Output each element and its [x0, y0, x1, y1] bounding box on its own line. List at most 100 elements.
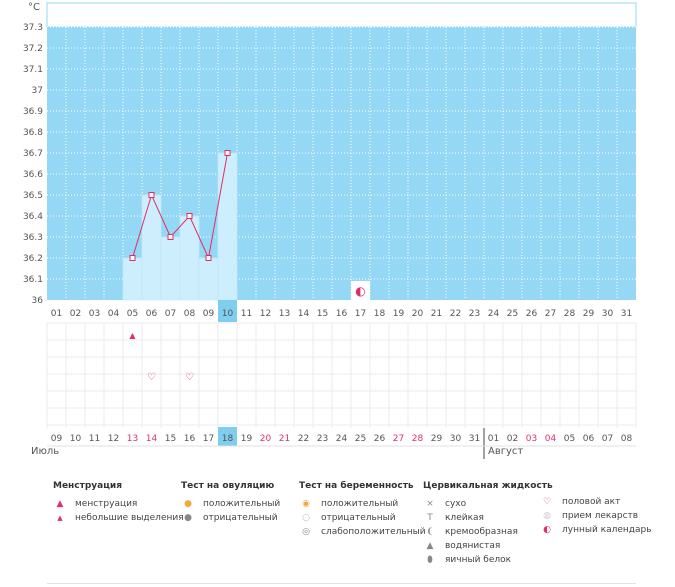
y-tick-label: 36.3: [23, 233, 43, 243]
date-label: 31: [469, 434, 480, 444]
cycle-day-label: 16: [336, 309, 348, 319]
legend-item-dry: × сухо: [423, 497, 553, 511]
bottom-divider: [47, 583, 636, 584]
cycle-day-label: 15: [317, 309, 328, 319]
legend-title-cervical: Цервикальная жидкость: [423, 481, 553, 491]
cycle-day-label: 31: [621, 309, 632, 319]
date-label: 16: [184, 434, 196, 444]
date-label: 17: [203, 434, 214, 444]
date-label: 27: [393, 434, 404, 444]
y-tick-label: 37: [32, 86, 43, 96]
legend-item-ovulation-negative: ● отрицательный: [181, 511, 280, 525]
date-label: 11: [89, 434, 100, 444]
y-tick-label: 36.9: [23, 107, 43, 117]
temperature-bar: [217, 152, 238, 301]
plot-top-area: [46, 2, 637, 28]
y-tick-label: 37.3: [23, 23, 43, 33]
cycle-day-label: 07: [165, 309, 176, 319]
legend-item-intercourse: ♡ половой акт: [540, 495, 652, 509]
date-label: 21: [279, 434, 290, 444]
y-tick-label: 36.6: [23, 170, 43, 180]
legend-item-watery: ▲ водянистая: [423, 539, 553, 553]
unit-label: °C: [28, 2, 40, 13]
legend-item-pregnancy-weak: ◎ слабоположительный: [299, 525, 426, 539]
date-label: 24: [336, 434, 348, 444]
cycle-day-label: 27: [545, 309, 556, 319]
date-label: 26: [374, 434, 386, 444]
date-label: 22: [298, 434, 309, 444]
circle-orange-icon: ●: [184, 499, 192, 509]
cycle-day-label: 22: [450, 309, 461, 319]
date-label: 14: [146, 434, 158, 444]
legend-item-menstruation: ▲ менструация: [53, 497, 184, 511]
temperature-bar: [122, 257, 143, 301]
date-label: 13: [127, 434, 138, 444]
temperature-point: [186, 213, 193, 219]
temperature-point: [205, 255, 212, 261]
cycle-day-label: 30: [602, 309, 614, 319]
y-tick-label: 37.1: [23, 65, 43, 75]
test-weak-icon: ◎: [302, 527, 310, 537]
cycle-day-label: 10: [222, 309, 234, 319]
legend-title-pregnancy: Тест на беременность: [299, 481, 414, 491]
cycle-day-label: 21: [431, 309, 442, 319]
date-label: 28: [412, 434, 424, 444]
date-label: 09: [51, 434, 63, 444]
month-label-july: Июль: [31, 446, 60, 457]
cycle-day-label: 18: [374, 309, 386, 319]
cycle-day-label: 26: [526, 309, 538, 319]
menstruation-drop-icon: ▲: [129, 331, 136, 340]
legend-item-moon: ◐ лунный календарь: [540, 523, 651, 537]
temperature-point: [129, 255, 136, 261]
drop-large-icon: ▲: [56, 499, 64, 509]
cycle-day-label: 24: [488, 309, 500, 319]
legend-item-pregnancy-positive: ◉ положительный: [299, 497, 426, 511]
cycle-day-label: 03: [89, 309, 100, 319]
y-tick-label: 36.1: [23, 275, 43, 285]
date-label: 19: [241, 434, 253, 444]
date-label: 04: [545, 434, 557, 444]
legend-other: ♡ половой акт ◍ прием лекарств ◐ лунный кал…: [540, 495, 652, 537]
date-label: 08: [621, 434, 633, 444]
cycle-day-label: 11: [241, 309, 252, 319]
y-tick-label: 36.7: [23, 149, 43, 159]
moon-icon: ◐: [543, 525, 551, 535]
legend-item-spotting: ▲ небольшие выделения: [53, 511, 183, 525]
watery-drop-icon: ▲: [426, 541, 434, 551]
y-tick-label: 37.2: [23, 44, 43, 54]
date-label: 12: [108, 434, 119, 444]
temperature-point: [167, 234, 174, 240]
heart-icon: ♡: [147, 372, 156, 383]
cycle-day-label: 02: [70, 309, 81, 319]
cycle-day-label: 29: [583, 309, 595, 319]
cycle-day-label: 08: [184, 309, 196, 319]
cycle-day-label: 05: [127, 309, 138, 319]
cycle-day-label: 25: [507, 309, 518, 319]
y-tick-label: 36.2: [23, 254, 43, 264]
test-negative-icon: ○: [302, 513, 310, 523]
legend-title-menstruation: Менструация: [53, 481, 122, 491]
y-tick-label: 36.8: [23, 128, 43, 138]
legend-item-medication: ◍ прием лекарств: [540, 509, 652, 523]
legend-pregnancy: Тест на беременность ◉ положительный ○ отр…: [299, 481, 426, 539]
date-label: 10: [70, 434, 82, 444]
date-label: 25: [355, 434, 366, 444]
sticky-icon: T: [427, 513, 433, 523]
y-tick-label: 36.4: [23, 212, 43, 222]
date-label: 18: [222, 434, 234, 444]
date-label: 29: [431, 434, 443, 444]
today-date-highlight: [218, 427, 237, 446]
date-label: 30: [450, 434, 462, 444]
cycle-day-label: 12: [260, 309, 271, 319]
y-tick-label: 36.5: [23, 191, 43, 201]
date-label: 20: [260, 434, 272, 444]
circle-grey-icon: ●: [184, 513, 192, 523]
date-label: 15: [165, 434, 176, 444]
legend-menstruation: Менструация ▲ менструация ▲ небольшие выде…: [53, 481, 184, 525]
cycle-day-label: 13: [279, 309, 290, 319]
date-label: 23: [317, 434, 328, 444]
egg-white-icon: ⬮: [427, 555, 433, 565]
heart-icon: ♡: [185, 372, 194, 383]
dry-icon: ×: [426, 499, 434, 509]
